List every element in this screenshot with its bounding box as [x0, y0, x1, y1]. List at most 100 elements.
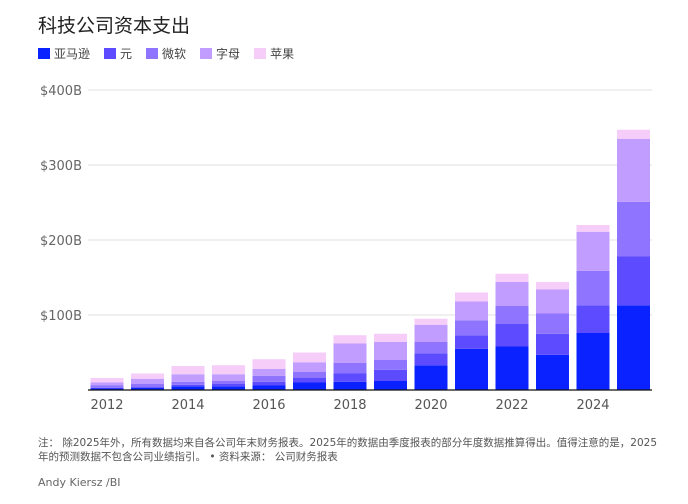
bar-segment	[617, 201, 650, 257]
bar-segment	[617, 305, 650, 390]
bar-segment	[414, 365, 448, 390]
bar-segment	[617, 138, 650, 202]
bar-segment	[414, 342, 448, 354]
bar-segment	[576, 305, 610, 333]
bar-segment	[131, 378, 164, 384]
bar-segment	[333, 335, 367, 344]
bar-segment	[536, 282, 569, 290]
bar-segment	[293, 382, 326, 390]
bar-segment	[536, 333, 569, 355]
legend-item: 字母	[200, 45, 240, 62]
bar-segment	[252, 381, 286, 386]
bar-segment	[212, 365, 245, 375]
bar-segment	[252, 359, 286, 369]
bar-segment	[374, 381, 407, 390]
bar-segment	[576, 333, 610, 390]
chart-title: 科技公司资本支出	[38, 15, 191, 37]
legend-label: 元	[120, 47, 133, 61]
bar-segment	[171, 374, 205, 382]
bar-segment	[212, 381, 245, 384]
bar-segment	[333, 343, 367, 363]
bar-segment	[495, 306, 529, 324]
credit: Andy Kiersz /BI	[38, 476, 121, 489]
bar-segment	[293, 372, 326, 378]
x-tick-label: 2014	[171, 398, 204, 413]
x-tick-label: 2020	[414, 398, 447, 413]
legend-label: 字母	[216, 47, 241, 61]
bar-segment	[171, 386, 205, 390]
x-tick-label: 2022	[495, 398, 528, 413]
bar-segment	[131, 387, 164, 388]
legend-label: 苹果	[270, 47, 295, 61]
bar-segment	[212, 386, 245, 390]
bar-segment	[617, 129, 650, 139]
bar-segment	[293, 362, 326, 372]
legend-swatch	[254, 48, 267, 59]
legend-swatch	[200, 48, 213, 59]
bar-segment	[131, 387, 164, 390]
bar-segment	[455, 348, 488, 390]
legend-swatch	[38, 48, 50, 59]
legend-item: 微软	[146, 45, 186, 62]
bar-segment	[90, 388, 124, 390]
legend: 亚马逊 元 微软 字母 苹果	[38, 45, 294, 62]
bar-segment	[171, 381, 205, 385]
legend-item: 元	[104, 45, 132, 62]
bar-segment	[495, 346, 529, 390]
bar-segment	[455, 335, 488, 349]
y-tick-label: $400B	[40, 84, 82, 99]
x-tick-label: 2016	[252, 398, 285, 413]
legend-swatch	[146, 48, 159, 59]
bar-segment	[374, 369, 407, 381]
bar-segment	[252, 375, 286, 382]
bar-segment	[252, 369, 286, 376]
bar-segment	[131, 373, 164, 379]
legend-label: 微软	[162, 47, 187, 61]
y-tick-label: $200B	[40, 234, 82, 249]
legend-label: 亚马逊	[54, 47, 91, 61]
bar-segment	[495, 282, 529, 306]
bar-segment	[536, 313, 569, 334]
legend-item: 苹果	[254, 45, 294, 62]
bar-segment	[536, 354, 569, 390]
bar-segment	[171, 366, 205, 375]
legend-swatch	[104, 48, 117, 59]
bar-segment	[293, 378, 326, 383]
bar-segment	[414, 324, 448, 342]
bar-segment	[212, 374, 245, 381]
bar-segment	[252, 385, 286, 390]
y-tick-label: $300B	[40, 159, 82, 174]
bar-segment	[455, 301, 488, 321]
bar-segment	[374, 333, 407, 342]
bar-segment	[333, 381, 367, 390]
footnote: 注： 除2025年外，所有数据均来自各公司年末财务报表。2025年的数据由季度报…	[38, 437, 658, 463]
x-tick-label: 2012	[90, 398, 123, 413]
bar-segment	[333, 373, 367, 382]
bar-segment	[333, 363, 367, 374]
bar-segment	[90, 382, 124, 386]
bar-segment	[576, 225, 610, 232]
bar-segment	[455, 320, 488, 336]
bar-segment	[293, 352, 326, 363]
stacked-bar-chart: $100B $200B $300B $400B 2012 2014 2016 2018 2020…	[40, 84, 652, 413]
x-tick-label: 2018	[333, 398, 366, 413]
bar-segment	[90, 387, 124, 389]
bar-segment	[414, 318, 448, 325]
bar-segment	[374, 360, 407, 370]
bar-segment	[90, 385, 124, 388]
bar-segment	[617, 256, 650, 306]
bar-segment	[131, 384, 164, 387]
bar-segment	[90, 378, 124, 383]
bar-segment	[536, 289, 569, 314]
bar-segment	[576, 231, 610, 271]
bar-segment	[171, 384, 205, 387]
bar-segment	[495, 324, 529, 347]
bar-segment	[212, 384, 245, 387]
bar-segment	[576, 270, 610, 306]
legend-item: 亚马逊	[38, 45, 90, 62]
y-tick-label: $100B	[40, 309, 82, 324]
bar-segment	[495, 273, 529, 282]
bar-segment	[414, 353, 448, 366]
bar-segment	[374, 342, 407, 360]
x-tick-label: 2024	[576, 398, 609, 413]
